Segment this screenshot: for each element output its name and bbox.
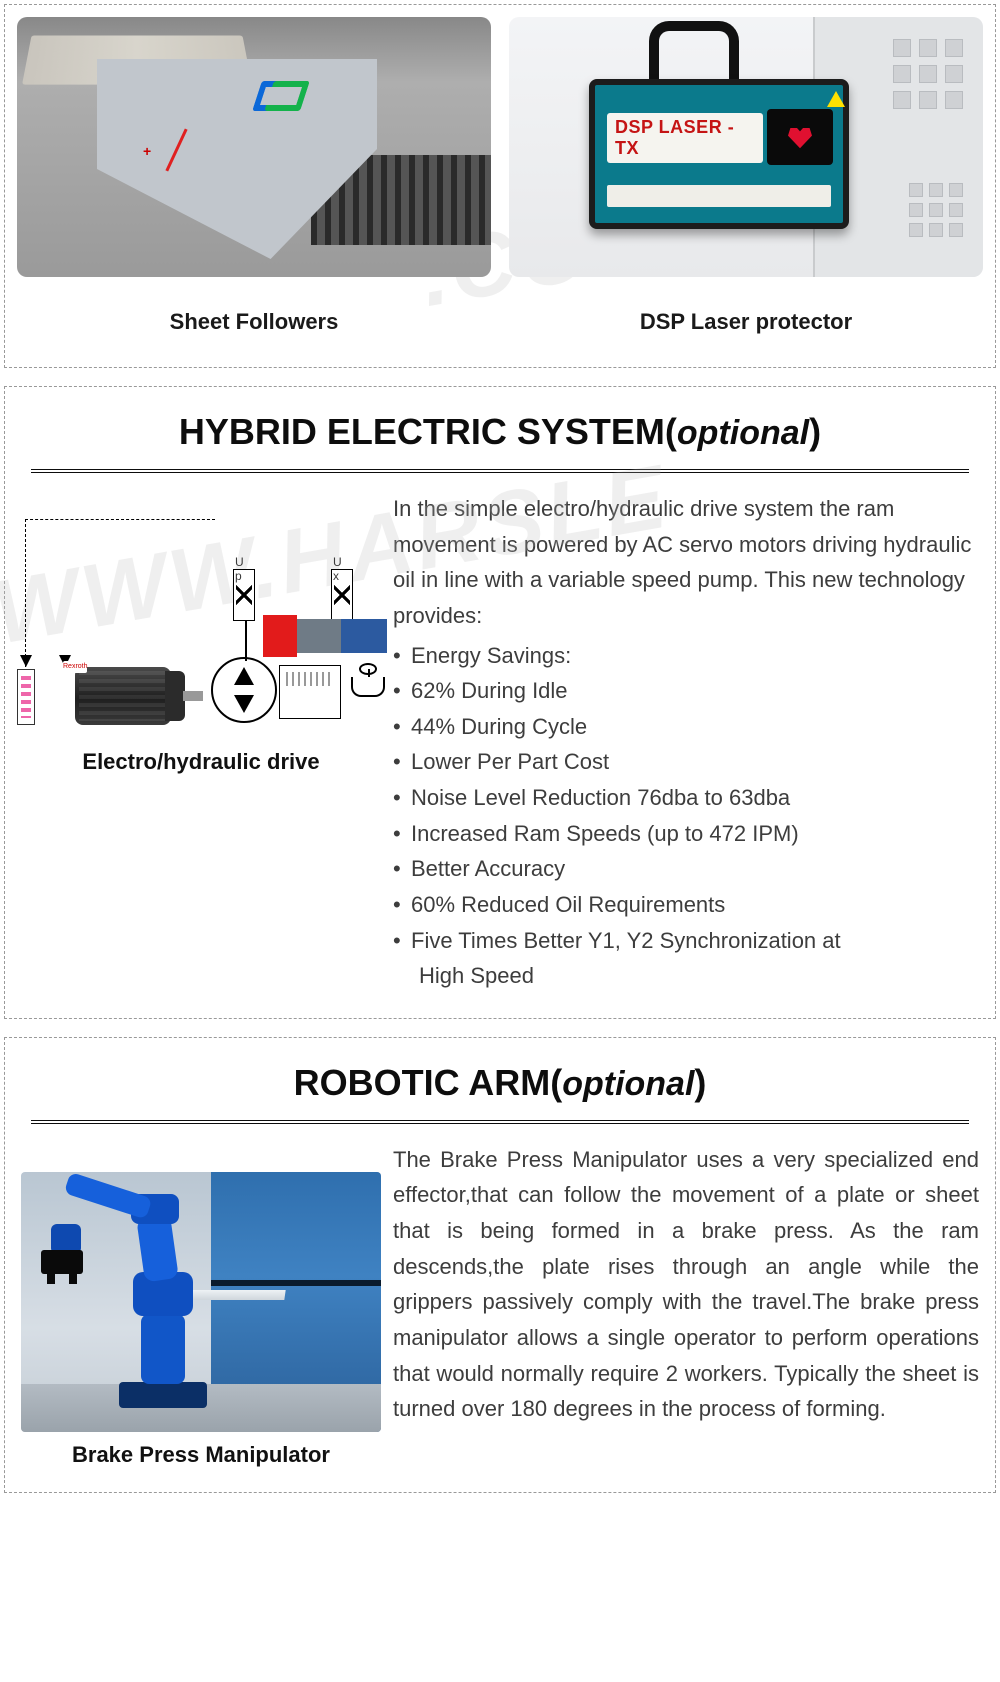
minus-mark: – <box>143 203 152 221</box>
robotic-title: ROBOTIC ARM( <box>294 1062 563 1103</box>
page: .COM WWW.HARSLE + – Sheet Followers <box>0 4 1000 1493</box>
list-item: Energy Savings: <box>393 638 979 674</box>
list-item: Better Accuracy <box>393 851 979 887</box>
laser-line-icon <box>165 129 187 172</box>
hybrid-divider <box>31 469 969 473</box>
list-item-continuation: High Speed <box>393 958 979 994</box>
robotic-title-close: ) <box>694 1062 706 1103</box>
laser-warning-icon <box>827 91 845 107</box>
motor-brand-label: Rexroth <box>63 661 87 673</box>
robotic-body: The Brake Press Manipulator uses a very … <box>393 1142 979 1427</box>
device-plate-text: DSP LASER - TX <box>615 117 755 159</box>
hybrid-caption: Electro/hydraulic drive <box>82 749 319 775</box>
brand-logo-icon <box>257 81 305 111</box>
control-block-icon <box>279 665 341 719</box>
robotic-content: Brake Press Manipulator The Brake Press … <box>5 1142 995 1492</box>
arrow-down-icon <box>20 655 32 667</box>
photo-dsp-laser: DSP LASER - TX DSP Laser protector <box>509 17 983 355</box>
dsp-laser-image: DSP LASER - TX <box>509 17 983 277</box>
device-plate: DSP LASER - TX <box>607 113 763 163</box>
robotic-caption: Brake Press Manipulator <box>72 1442 330 1468</box>
hybrid-bullets: Energy Savings: 62% During Idle 44% Duri… <box>393 638 979 994</box>
robotic-text: The Brake Press Manipulator uses a very … <box>393 1142 979 1427</box>
sheet-followers-image: + – <box>17 17 491 277</box>
dsp-device: DSP LASER - TX <box>589 79 849 229</box>
servo-motor-icon: Rexroth <box>57 657 197 739</box>
robotic-title-wrap: ROBOTIC ARM(optional) <box>5 1038 995 1110</box>
laser-window <box>767 109 833 165</box>
robotic-title-optional: optional <box>562 1065 694 1103</box>
oil-tank-icon <box>351 677 385 697</box>
robotic-arm-image <box>21 1172 381 1432</box>
hybrid-title: HYBRID ELECTRIC SYSTEM( <box>179 411 677 452</box>
section-hybrid: HYBRID ELECTRIC SYSTEM(optional) Rexroth <box>4 386 996 1019</box>
sheet-followers-label: Sheet Followers <box>170 309 339 335</box>
device-handle-icon <box>649 21 739 81</box>
section-robotic: ROBOTIC ARM(optional) Brake Press Manipu… <box>4 1037 996 1493</box>
electro-hydraulic-schematic: Rexroth U p U x <box>21 519 381 739</box>
robotic-divider <box>31 1120 969 1124</box>
robot-arm-icon <box>49 1188 259 1408</box>
robotic-figure: Brake Press Manipulator <box>21 1142 381 1468</box>
vent-holes-small-icon <box>909 183 963 237</box>
manifold-red-icon <box>263 615 297 657</box>
manifold-gray-icon <box>297 619 341 653</box>
list-item: 60% Reduced Oil Requirements <box>393 887 979 923</box>
list-item: Five Times Better Y1, Y2 Synchronization… <box>393 923 979 959</box>
valve-p-label: U p <box>235 555 244 583</box>
list-item: Noise Level Reduction 76dba to 63dba <box>393 780 979 816</box>
drive-controller-icon <box>17 669 35 725</box>
hybrid-figure: Rexroth U p U x Electro/hydraulic drive <box>21 491 381 775</box>
dsp-laser-label: DSP Laser protector <box>640 309 852 335</box>
photo-row: + – Sheet Followers DSP LAS <box>5 5 995 367</box>
hybrid-title-optional: optional <box>677 414 809 452</box>
hybrid-text: In the simple electro/hydraulic drive sy… <box>393 491 979 994</box>
hyd-line <box>245 621 247 661</box>
section-photos: + – Sheet Followers DSP LAS <box>4 4 996 368</box>
laser-glow-icon <box>785 123 815 151</box>
manifold-blue-icon <box>341 619 387 653</box>
valve-x-label: U x <box>333 555 342 583</box>
photo-sheet-followers: + – Sheet Followers <box>17 17 491 355</box>
list-item: 62% During Idle <box>393 673 979 709</box>
wiring-outline <box>25 519 215 667</box>
list-item: 44% During Cycle <box>393 709 979 745</box>
pump-icon <box>211 657 277 723</box>
vent-holes-icon <box>893 39 963 109</box>
hybrid-title-wrap: HYBRID ELECTRIC SYSTEM(optional) <box>5 387 995 459</box>
list-item: Increased Ram Speeds (up to 472 IPM) <box>393 816 979 852</box>
device-strip <box>607 185 831 207</box>
list-item: Lower Per Part Cost <box>393 744 979 780</box>
hybrid-title-close: ) <box>809 411 821 452</box>
hybrid-intro: In the simple electro/hydraulic drive sy… <box>393 491 979 634</box>
plus-mark: + <box>143 143 151 159</box>
hybrid-content: Rexroth U p U x Electro/hydraulic drive <box>5 491 995 1018</box>
